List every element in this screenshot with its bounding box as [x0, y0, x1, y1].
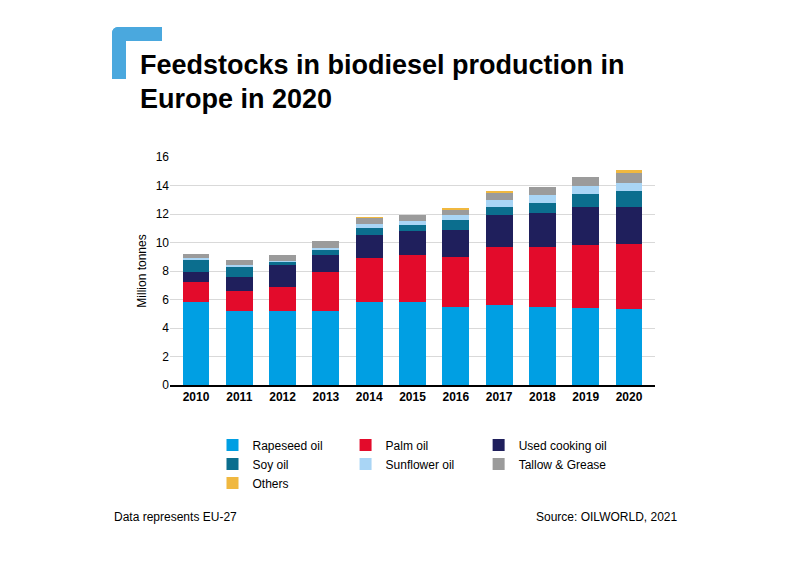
svg-text:14: 14: [156, 179, 170, 193]
svg-text:Rapeseed oil: Rapeseed oil: [253, 439, 323, 453]
svg-text:Source: OILWORLD, 2021: Source: OILWORLD, 2021: [536, 510, 677, 524]
svg-text:Tallow & Grease: Tallow & Grease: [519, 458, 607, 472]
svg-text:8: 8: [162, 264, 169, 278]
svg-text:10: 10: [156, 236, 170, 250]
svg-text:2015: 2015: [399, 390, 426, 404]
svg-text:0: 0: [162, 378, 169, 392]
svg-text:2016: 2016: [442, 390, 469, 404]
svg-text:Used cooking oil: Used cooking oil: [519, 439, 607, 453]
svg-text:4: 4: [162, 321, 169, 335]
svg-text:Others: Others: [253, 477, 289, 491]
svg-text:6: 6: [162, 293, 169, 307]
svg-text:Soy oil: Soy oil: [253, 458, 289, 472]
svg-text:Data represents EU-27: Data represents EU-27: [114, 510, 237, 524]
svg-text:12: 12: [156, 207, 170, 221]
svg-text:2010: 2010: [183, 390, 210, 404]
svg-text:2012: 2012: [269, 390, 296, 404]
html-text:Feedstocks in biodiesel produc: Feedstocks in biodiesel production in Eu…: [140, 50, 625, 114]
svg-text:2013: 2013: [313, 390, 340, 404]
svg-text:2011: 2011: [226, 390, 252, 404]
svg-text:2020: 2020: [616, 390, 643, 404]
svg-text:Million tonnes: Million tonnes: [135, 234, 149, 307]
svg-text:16: 16: [156, 150, 170, 164]
svg-text:2019: 2019: [572, 390, 599, 404]
svg-text:2017: 2017: [486, 390, 513, 404]
svg-text:2018: 2018: [529, 390, 556, 404]
svg-text:2: 2: [162, 350, 169, 364]
svg-text:Sunflower oil: Sunflower oil: [386, 458, 455, 472]
svg-text:2014: 2014: [356, 390, 383, 404]
svg-text:Palm oil: Palm oil: [386, 439, 429, 453]
